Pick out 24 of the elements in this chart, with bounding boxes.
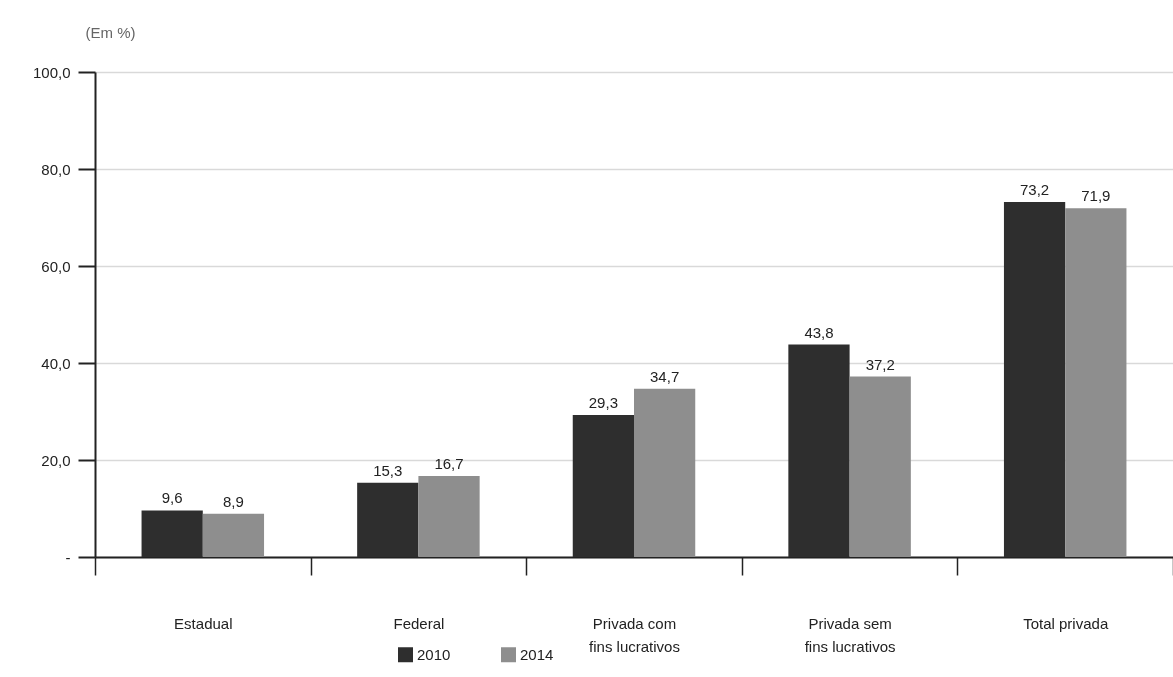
data-label: 8,9 xyxy=(223,492,244,510)
legend-label: 2014 xyxy=(520,645,554,663)
legend-label: 2010 xyxy=(417,645,451,663)
y-axis-title: (Em %) xyxy=(85,23,136,41)
y-tick-label: 20,0 xyxy=(41,451,71,469)
data-label: 43,8 xyxy=(804,323,834,341)
x-tick-label: Privada sem fins lucrativos xyxy=(804,614,896,655)
y-tick-label: 60,0 xyxy=(41,257,71,275)
data-label: 15,3 xyxy=(373,461,403,479)
x-tick-label: Federal xyxy=(393,614,445,632)
data-label: 29,3 xyxy=(588,393,618,411)
data-label: 71,9 xyxy=(1081,187,1111,205)
data-label: 34,7 xyxy=(650,367,680,385)
x-tick-label: Privada com fins lucrativos xyxy=(589,614,680,655)
data-label: 16,7 xyxy=(434,455,464,473)
y-tick-label: - xyxy=(65,548,71,566)
y-tick-label: 80,0 xyxy=(41,160,71,178)
data-label: 37,2 xyxy=(865,355,895,373)
x-tick-label: Estadual xyxy=(174,614,233,632)
data-label: 9,6 xyxy=(161,489,183,507)
y-tick-label: 100,0 xyxy=(32,63,71,81)
x-tick-label: Total privada xyxy=(1023,614,1109,632)
data-label: 73,2 xyxy=(1019,180,1050,198)
y-tick-label: 40,0 xyxy=(41,354,71,372)
